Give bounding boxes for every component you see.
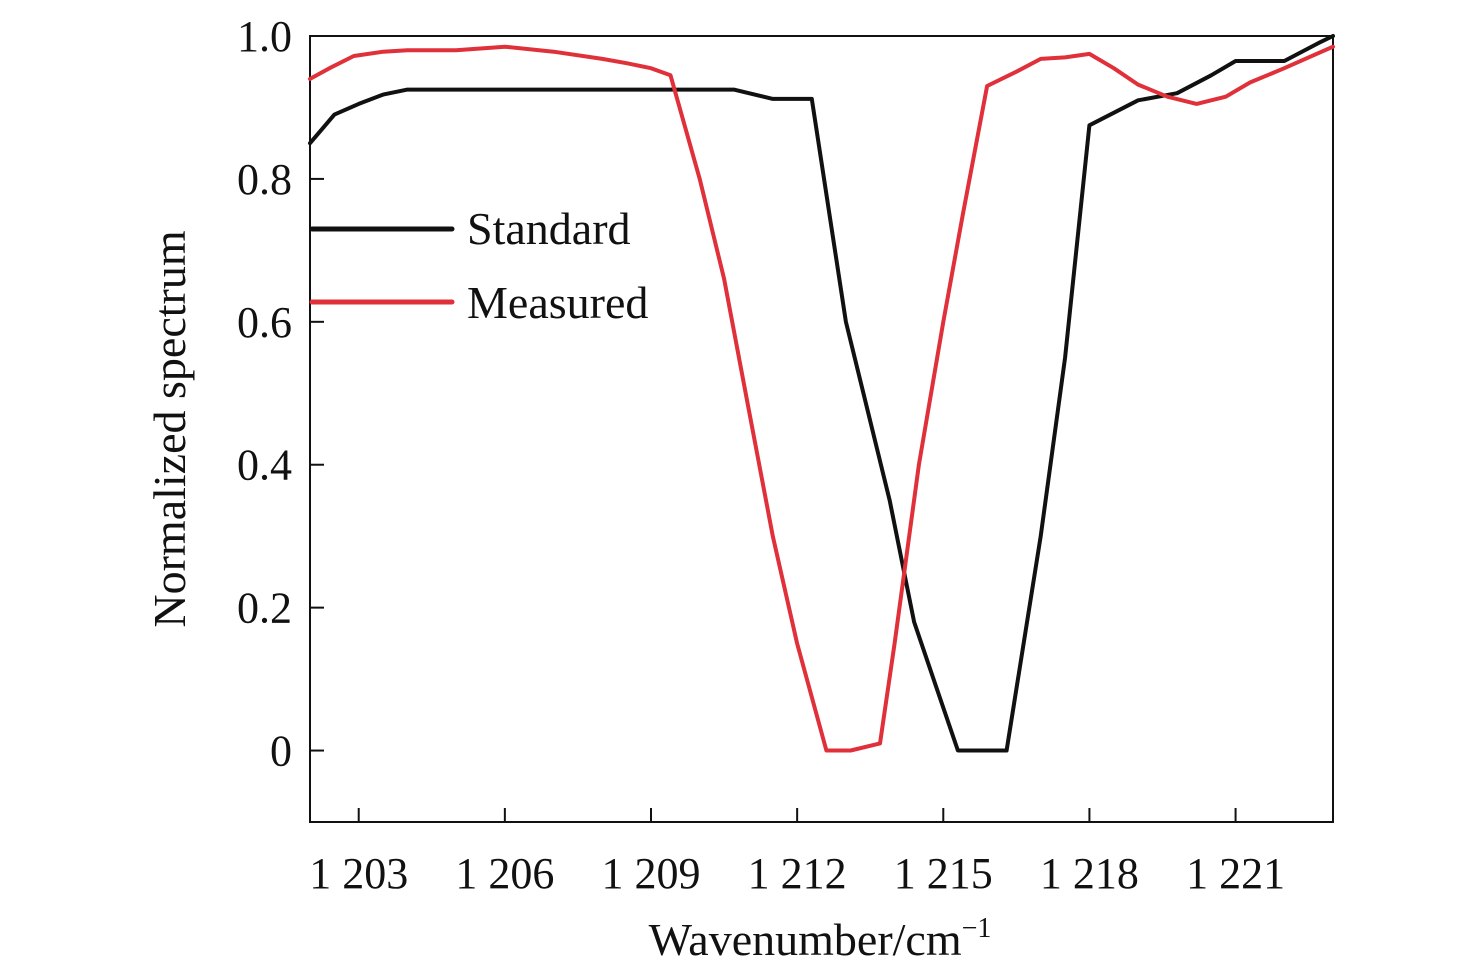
legend-label-standard: Standard <box>467 203 631 254</box>
x-tick-label: 1 212 <box>748 849 847 898</box>
y-axis-ticks: 0 0.2 0.4 0.6 0.8 1.0 <box>237 12 324 776</box>
y-tick-label: 0.8 <box>237 155 292 204</box>
x-axis-title-superscript: −1 <box>962 913 992 944</box>
series-line-standard <box>308 34 1335 753</box>
x-tick-label: 1 209 <box>602 849 701 898</box>
y-tick-label: 0.4 <box>237 441 292 490</box>
x-tick-label: 1 206 <box>455 849 554 898</box>
x-tick-label: 1 215 <box>894 849 993 898</box>
series-layer <box>308 34 1335 753</box>
y-tick-label: 0 <box>270 727 292 776</box>
x-axis-title: Wavenumber/cm−1 <box>649 913 992 965</box>
x-tick-label: 1 203 <box>309 849 408 898</box>
x-axis-title-text: Wavenumber/cm <box>649 914 962 965</box>
x-tick-label: 1 221 <box>1186 849 1285 898</box>
y-tick-label: 0.6 <box>237 298 292 347</box>
x-axis-ticks: 1 203 1 206 1 209 1 212 1 215 1 218 1 221 <box>309 808 1285 898</box>
x-tick-label: 1 218 <box>1040 849 1139 898</box>
plot-frame <box>309 35 1334 823</box>
y-tick-label: 1.0 <box>237 12 292 61</box>
y-tick-label: 0.2 <box>237 584 292 633</box>
legend: Standard Measured <box>309 203 648 328</box>
legend-label-measured: Measured <box>467 277 648 328</box>
series-line-measured <box>308 44 1335 753</box>
y-axis-title: Normalized spectrum <box>144 230 195 627</box>
plot-border <box>309 35 1334 823</box>
